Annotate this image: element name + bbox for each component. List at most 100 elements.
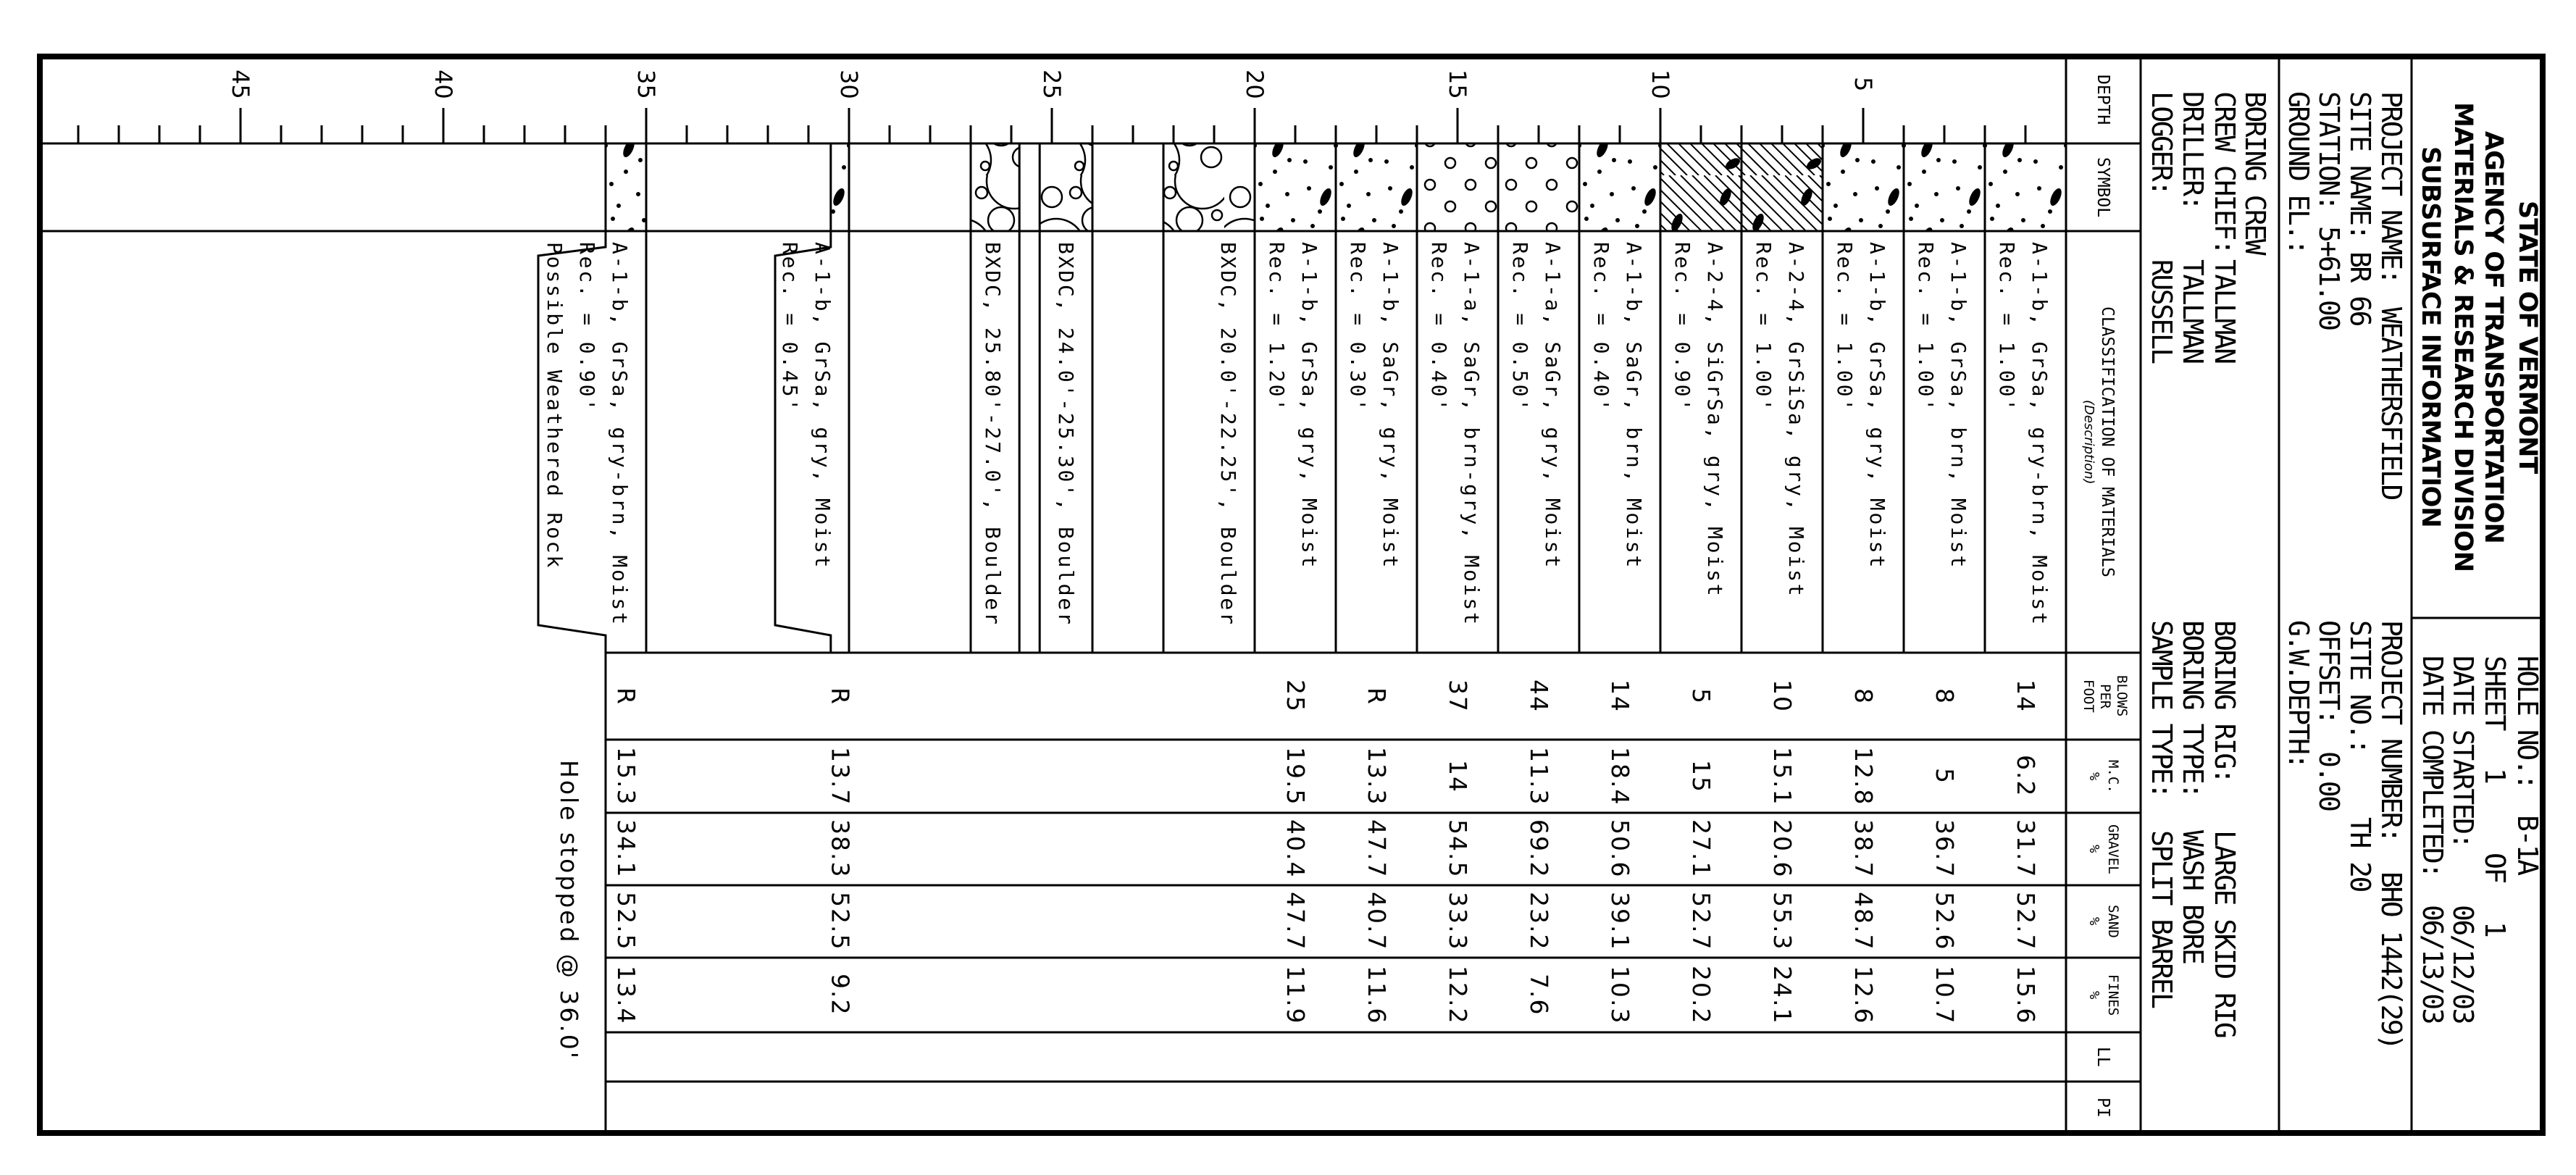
- depth-tick-label: 15: [1444, 70, 1471, 99]
- site-name-value: BR 66: [2344, 251, 2376, 325]
- column-header-pi: PI: [2094, 1097, 2112, 1118]
- description-line: A-1-b, GrSa, gry-brn, Moist: [608, 242, 632, 627]
- boulder-symbol-icon: [971, 143, 1020, 231]
- depth-tick-label: 40: [430, 70, 457, 99]
- gravelly-sand-symbol-icon: [1336, 143, 1417, 231]
- sample-description: A-1-b, GrSa, gry, Moist Rec. = 1.00': [1828, 242, 1894, 569]
- column-header-classification-sub: (Description): [2081, 399, 2096, 485]
- cell-mc: 5: [1931, 768, 1959, 785]
- description-line: Rec. = 0.90': [1670, 242, 1694, 413]
- depth-tick-label: 30: [835, 70, 863, 99]
- cell-sand: 52.7: [2012, 892, 2040, 951]
- description-line: A-2-4, SiGrSa, gry, Moist: [1703, 242, 1727, 598]
- cell-sand: 33.3: [1444, 892, 1472, 951]
- cell-fines: 12.6: [1849, 965, 1878, 1025]
- date-started-value: 06/12/03: [2447, 905, 2479, 1024]
- cell-fines: 11.9: [1281, 965, 1310, 1025]
- site-no-label: SITE NO.:: [2344, 620, 2376, 753]
- cell-gravel: 69.2: [1525, 819, 1553, 879]
- description-line: A-1-a, SaGr, brn-gry, Moist: [1460, 242, 1484, 627]
- gravelly-sand-symbol-icon: [830, 143, 849, 231]
- cell-fines: 10.7: [1931, 965, 1959, 1025]
- cell-blows: R: [826, 687, 855, 706]
- description-line: Possible Weathered Rock: [543, 242, 566, 570]
- cell-gravel: 50.6: [1606, 819, 1634, 879]
- cell-fines: 7.6: [1525, 974, 1553, 1016]
- description-line: BXDC, 25.80'-27.0', Boulder: [981, 242, 1005, 627]
- logger-label: LOGGER:: [2146, 91, 2178, 195]
- title-line: MATERIALS & RESEARCH DIVISION: [2449, 101, 2477, 572]
- gravel-circles-symbol-icon: [1498, 143, 1579, 231]
- cell-mc: 15.1: [1768, 746, 1797, 806]
- cell-sand: 52.6: [1931, 892, 1959, 951]
- description-line: Rec. = 1.00': [1914, 242, 1938, 413]
- column-header-ll: LL: [2094, 1047, 2112, 1067]
- cell-mc: 15: [1687, 759, 1715, 793]
- cell-blows: 14: [2012, 680, 2040, 713]
- boulder-symbol-icon: [1163, 143, 1255, 231]
- description-line: A-1-b, GrSa, gry, Moist: [1865, 242, 1889, 570]
- cell-blows: 14: [1606, 680, 1634, 713]
- boring-type-value: WASH BORE: [2177, 830, 2209, 963]
- description-line: BXDC, 24.0'-25.30', Boulder: [1054, 242, 1078, 627]
- cell-sand: 39.1: [1606, 892, 1634, 951]
- column-header-gravel: GRAVEL: [2105, 824, 2121, 874]
- description-line: Rec. = 0.90': [575, 242, 599, 413]
- column-header-sand: SAND: [2105, 905, 2121, 938]
- description-line: A-1-b, GrSa, brn, Moist: [1946, 242, 1970, 570]
- sample-description: A-1-b, GrSa, gry, Moist Rec. = 0.45': [774, 242, 839, 569]
- description-bracket: [537, 143, 607, 653]
- description-line: A-1-b, GrSa, gry, Moist: [811, 242, 835, 570]
- logger-value: RUSSELL: [2146, 259, 2178, 363]
- cell-mc: 18.4: [1606, 746, 1634, 806]
- cell-sand: 52.5: [826, 892, 855, 951]
- cell-sand: 23.2: [1525, 892, 1553, 951]
- cell-mc: 13.7: [826, 746, 855, 806]
- sample-description: A-2-4, SiGrSa, gry, Moist Rec. = 0.90': [1666, 242, 1731, 598]
- sample-description: A-1-b, GrSa, gry, Moist Rec. = 1.20': [1260, 242, 1326, 569]
- gw-depth-label: G.W.DEPTH:: [2283, 620, 2314, 768]
- cell-sand: 47.7: [1281, 892, 1310, 951]
- description-line: Rec. = 1.00': [1833, 242, 1857, 413]
- date-completed-value: 06/13/03: [2417, 905, 2449, 1024]
- gravelly-sand-symbol-icon: [1985, 143, 2066, 231]
- cell-mc: 6.2: [2012, 755, 2040, 798]
- cell-fines: 24.1: [1768, 965, 1797, 1025]
- boulder-symbol-icon: [1040, 143, 1092, 231]
- sample-description: A-2-4, GrSiSa, gry, Moist Rec. = 1.00': [1747, 242, 1812, 598]
- description-line: A-1-b, SaGr, brn, Moist: [1622, 242, 1646, 570]
- date-started-label: DATE STARTED:: [2447, 656, 2479, 848]
- gravelly-sand-symbol-icon: [606, 143, 646, 231]
- project-number-value: BHO 1442(29): [2375, 871, 2407, 1049]
- sample-description: A-1-a, SaGr, gry, Moist Rec. = 0.50': [1504, 242, 1569, 569]
- description-line: A-1-b, GrSa, gry-brn, Moist: [2028, 242, 2052, 627]
- cell-blows: 8: [1931, 687, 1959, 705]
- description-line: Rec. = 1.20': [1265, 242, 1289, 413]
- date-completed-label: DATE COMPLETED:: [2417, 656, 2449, 877]
- sample-description: BXDC, 24.0'-25.30', Boulder: [1050, 242, 1082, 627]
- depth-tick-label: 20: [1241, 70, 1268, 99]
- outer-border: [37, 54, 2546, 1136]
- station-value: 5+61.00: [2313, 226, 2345, 330]
- cell-blows: 10: [1768, 680, 1797, 713]
- project-name-value: WEATHERSFIELD: [2375, 307, 2407, 499]
- cell-mc: 12.8: [1849, 746, 1878, 806]
- gravelly-sand-symbol-icon: [1904, 143, 1985, 231]
- description-line: A-1-a, SaGr, gry, Moist: [1541, 242, 1565, 570]
- driller-label: DRILLER:: [2177, 91, 2209, 210]
- cell-mc: 14: [1444, 759, 1472, 793]
- description-line: BXDC, 20.0'-22.25', Boulder: [1216, 242, 1240, 627]
- crew-chief-value: TALLMAN: [2209, 259, 2241, 363]
- cell-gravel: 31.7: [2012, 819, 2040, 879]
- cell-gravel: 47.7: [1363, 819, 1391, 879]
- sheet-of-label: OF: [2479, 853, 2511, 882]
- column-header-depth: DEPTH: [2094, 75, 2112, 125]
- boring-type-label: BORING TYPE:: [2177, 620, 2209, 798]
- title-line: SUBSURFACE INFORMATION: [2416, 146, 2445, 527]
- cell-fines: 9.2: [826, 974, 855, 1016]
- depth-tick-label: 35: [632, 70, 660, 99]
- sample-description: A-1-b, GrSa, gry-brn, Moist Rec. = 1.00': [1991, 242, 2056, 627]
- description-line: Rec. = 0.40': [1589, 242, 1613, 413]
- crew-chief-label: CREW CHIEF:: [2209, 91, 2241, 254]
- station-label: STATION:: [2313, 91, 2345, 210]
